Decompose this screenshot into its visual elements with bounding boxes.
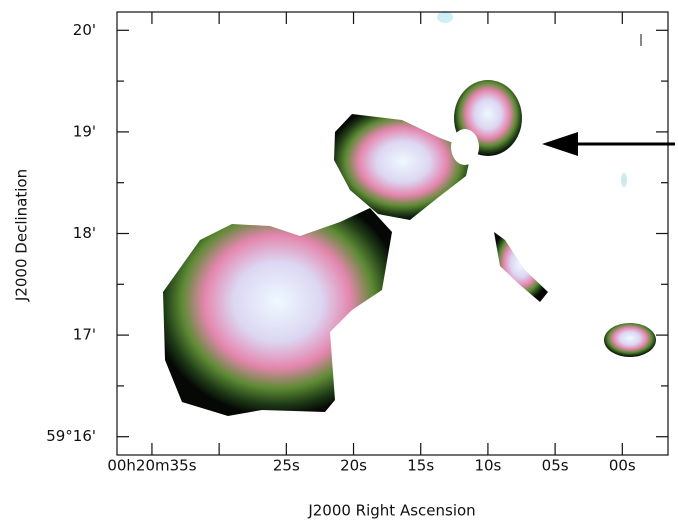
emission-blob	[621, 173, 627, 187]
x-tick-label: 05s	[542, 457, 569, 475]
arrow-head	[542, 132, 578, 156]
x-tick-label: 00h20m35s	[107, 457, 196, 475]
x-axis-label: J2000 Right Ascension	[307, 502, 475, 520]
emission-blob	[494, 232, 548, 302]
emission-hole	[451, 129, 479, 165]
x-tick-label: 25s	[273, 457, 300, 475]
y-tick-label: 59°16'	[46, 427, 96, 445]
y-tick-label: 19'	[73, 122, 96, 140]
emission-blob	[437, 11, 453, 23]
y-axis-label: J2000 Declination	[13, 169, 31, 302]
x-tick-label: 20s	[340, 457, 367, 475]
x-tick-label: 00s	[609, 457, 636, 475]
y-tick-label: 17'	[73, 326, 96, 344]
y-tick-label: 20'	[73, 21, 96, 39]
emission-blob	[334, 114, 472, 220]
x-tick-label: 10s	[474, 457, 501, 475]
emission-blob	[163, 208, 392, 416]
x-tick-label: 15s	[407, 457, 434, 475]
y-tick-label: 18'	[73, 224, 96, 242]
emission-blob	[604, 323, 656, 357]
radio-image	[163, 11, 656, 416]
